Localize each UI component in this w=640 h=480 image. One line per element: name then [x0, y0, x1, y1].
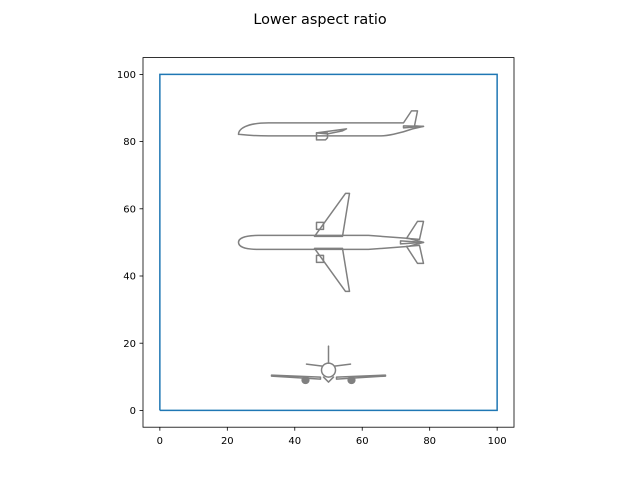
airplane-top-view-icon-part	[405, 220, 425, 241]
chart-title: Lower aspect ratio	[253, 12, 386, 28]
x-tick-label: 20	[221, 436, 234, 447]
x-tick-label: 100	[488, 436, 507, 447]
y-tick-label: 80	[123, 137, 136, 148]
airplane-top-view-icon	[237, 192, 425, 293]
y-tick-label: 60	[123, 204, 136, 215]
axes-frame	[142, 57, 515, 428]
y-tick-label: 100	[117, 70, 136, 81]
x-tick-label: 60	[356, 436, 369, 447]
y-axis: 0 20 40 60 80 100	[117, 70, 143, 417]
airplane-front-view-icon	[270, 345, 387, 385]
airplane-top-view-icon-part	[405, 244, 425, 265]
airplane-top-view-icon-part	[313, 247, 351, 293]
airplane-side-view-icon-part	[402, 125, 425, 129]
airplane-front-view-icon-part	[305, 363, 352, 367]
plot-area	[142, 57, 515, 428]
x-axis: 0 20 40 60 80 100	[157, 427, 507, 447]
airplane-side-view-icon-part	[237, 110, 425, 137]
airplane-side-view-icon-part	[315, 128, 348, 135]
airplane-front-view-icon-part	[347, 375, 356, 385]
x-tick-label: 80	[423, 436, 436, 447]
airplane-top-view-icon-part	[315, 254, 325, 264]
airplane-top-view-icon-part	[313, 192, 351, 238]
y-tick-label: 20	[123, 339, 136, 350]
x-tick-label: 0	[157, 436, 163, 447]
series-line-0	[159, 73, 498, 412]
airplane-top-view-icon-part	[315, 221, 325, 231]
airplane-front-view-icon-part	[301, 375, 310, 385]
series-layer	[159, 73, 498, 412]
y-tick-label: 40	[123, 272, 136, 283]
airplane-top-view-icon-part	[399, 240, 425, 245]
airplane-side-view-icon	[237, 110, 425, 141]
airplane-front-view-icon-part	[322, 376, 335, 383]
x-tick-label: 40	[288, 436, 301, 447]
airplane-front-view-icon-part	[320, 362, 337, 378]
y-tick-label: 0	[130, 406, 136, 417]
drawing-layer	[237, 110, 425, 385]
airplane-side-view-icon-part	[315, 132, 329, 141]
axes-background	[143, 57, 514, 428]
